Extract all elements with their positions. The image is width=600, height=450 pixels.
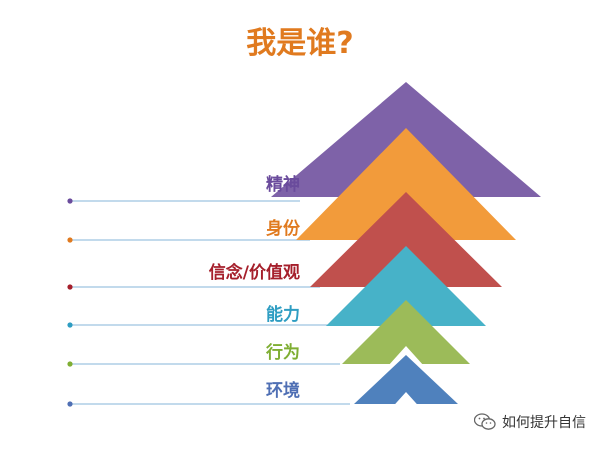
level-label-2: 信念/价值观: [209, 262, 300, 283]
watermark: 如何提升自信: [474, 412, 586, 432]
leader-dot-4: [67, 361, 73, 367]
level-label-3: 能力: [266, 304, 300, 325]
leader-dot-5: [67, 401, 73, 407]
wechat-icon: [474, 413, 496, 430]
pyramid-level-5: [354, 355, 458, 404]
watermark-text: 如何提升自信: [502, 415, 586, 431]
level-label-4: 行为: [265, 342, 300, 363]
level-label-1: 身份: [266, 218, 301, 239]
level-label-5: 环境: [266, 380, 300, 401]
leader-dot-0: [67, 198, 73, 204]
leader-dot-2: [67, 284, 73, 290]
leader-dot-3: [67, 322, 73, 328]
pyramid-level-4: [342, 300, 470, 364]
level-label-0: 精神: [266, 174, 300, 195]
page-title: 我是谁?: [246, 26, 354, 61]
pyramid-level-1: [296, 128, 516, 240]
leader-dot-1: [67, 237, 73, 243]
pyramid-level-3: [326, 246, 486, 326]
pyramid-level-2: [310, 192, 502, 287]
